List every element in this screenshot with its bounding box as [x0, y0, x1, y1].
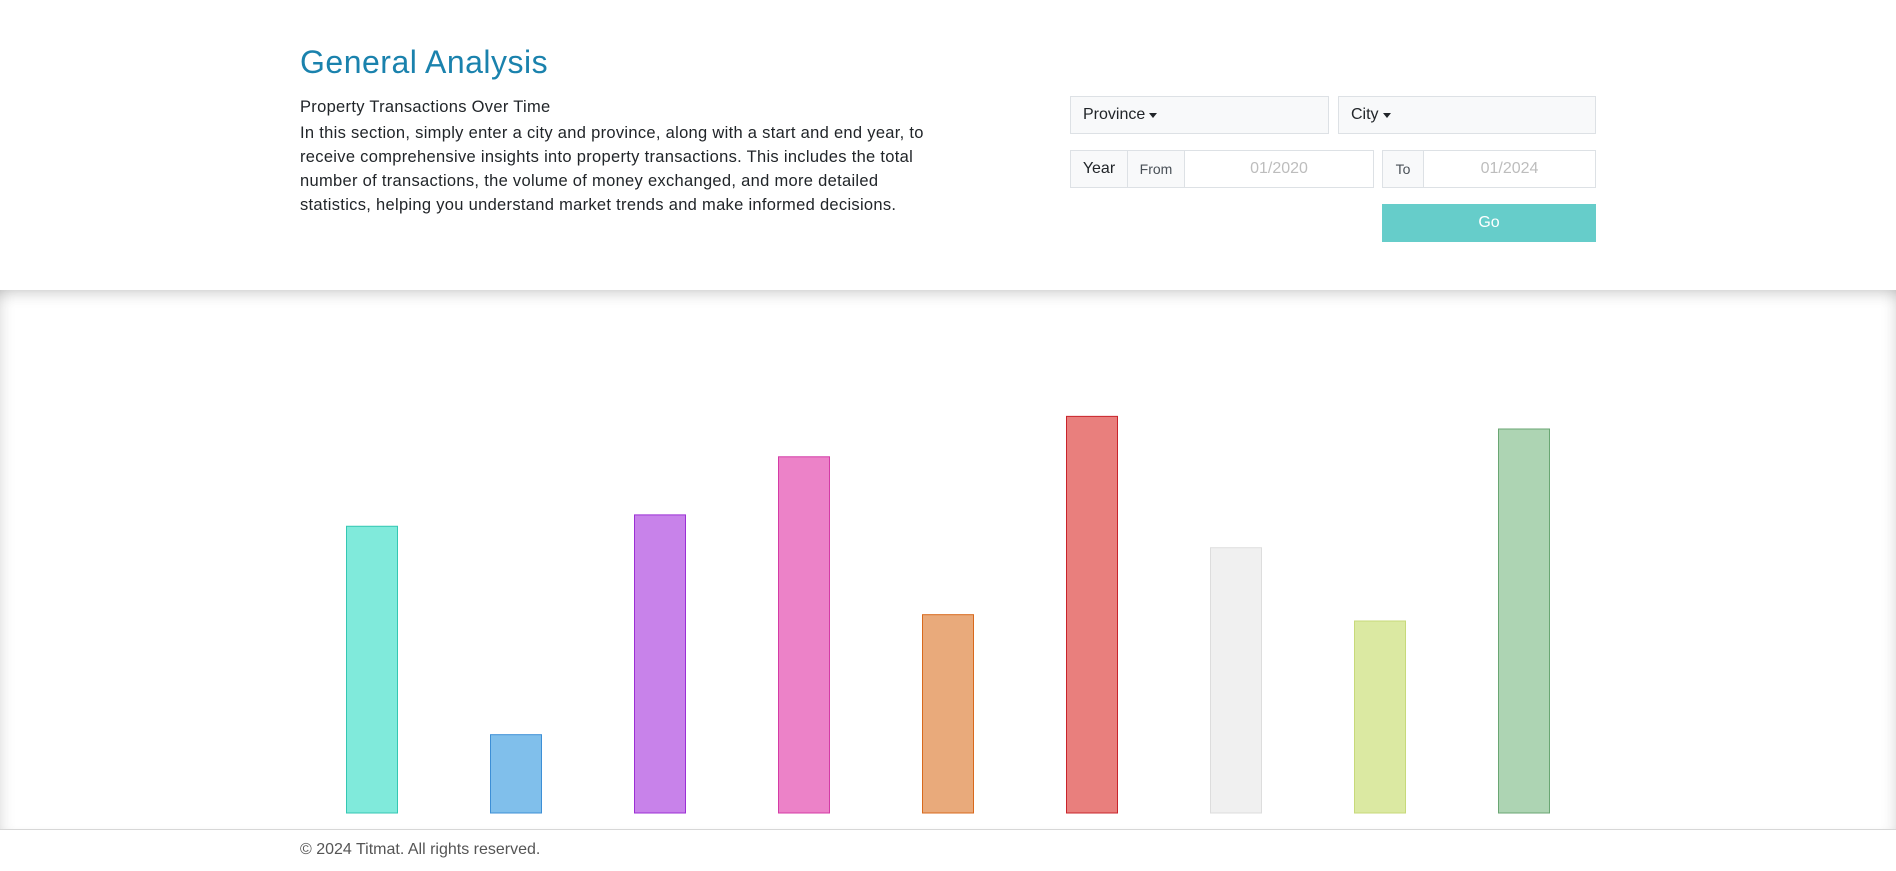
city-dropdown-label: City [1351, 106, 1379, 123]
header-section: General Analysis Property Transactions O… [0, 0, 1896, 290]
to-label: To [1382, 150, 1424, 188]
caret-down-icon [1382, 113, 1391, 118]
chart-bar[interactable] [1498, 428, 1550, 814]
section-subtitle: Property Transactions Over Time [300, 98, 551, 116]
caret-down-icon [1149, 113, 1158, 118]
page-title: General Analysis [300, 44, 549, 80]
chart-bar[interactable] [1354, 620, 1406, 814]
from-label: From [1128, 150, 1185, 188]
chart-bar[interactable] [490, 734, 542, 814]
chart-bar[interactable] [1210, 547, 1262, 814]
section-description: In this section, simply enter a city and… [300, 124, 924, 214]
footer-copyright: © 2024 Titmat. All rights reserved. [300, 841, 541, 858]
year-label: Year [1070, 150, 1128, 188]
chart-bar[interactable] [346, 525, 398, 814]
chart-bar[interactable] [1066, 415, 1118, 814]
chart-bar[interactable] [778, 456, 830, 814]
province-dropdown-label: Province [1083, 106, 1146, 123]
province-dropdown[interactable]: Province [1070, 96, 1329, 134]
from-date-input[interactable] [1185, 150, 1374, 188]
go-button[interactable]: Go [1382, 204, 1596, 242]
chart-bar[interactable] [634, 514, 686, 814]
year-from-group: Year From [1070, 150, 1374, 188]
chart-section [0, 290, 1896, 830]
bar-chart [346, 415, 1550, 814]
chart-bar[interactable] [922, 614, 974, 814]
to-group: To [1382, 150, 1596, 188]
to-date-input[interactable] [1424, 150, 1596, 188]
city-dropdown[interactable]: City [1338, 96, 1596, 134]
